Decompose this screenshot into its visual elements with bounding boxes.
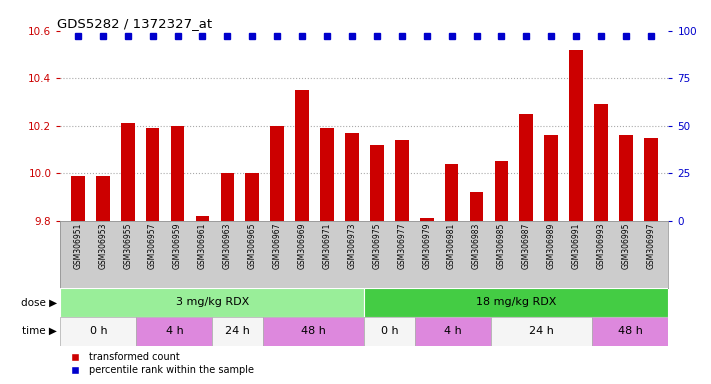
Bar xyxy=(491,317,592,346)
Text: 18 mg/kg RDX: 18 mg/kg RDX xyxy=(476,297,557,308)
Bar xyxy=(245,173,259,221)
Text: GSM306967: GSM306967 xyxy=(273,223,282,269)
Bar xyxy=(220,173,234,221)
Text: GSM306993: GSM306993 xyxy=(597,223,606,269)
Bar xyxy=(146,128,159,221)
Bar xyxy=(213,317,263,346)
Bar xyxy=(345,133,359,221)
Bar xyxy=(60,317,137,346)
Text: GSM306955: GSM306955 xyxy=(123,223,132,269)
Text: 48 h: 48 h xyxy=(618,326,643,336)
Text: GSM306957: GSM306957 xyxy=(148,223,157,269)
Bar xyxy=(619,135,633,221)
Legend: transformed count, percentile rank within the sample: transformed count, percentile rank withi… xyxy=(65,353,254,375)
Text: 4 h: 4 h xyxy=(166,326,183,336)
Bar xyxy=(445,164,459,221)
Text: GSM306951: GSM306951 xyxy=(73,223,82,269)
Bar xyxy=(295,90,309,221)
Bar xyxy=(137,317,213,346)
Bar xyxy=(545,135,558,221)
Bar xyxy=(592,317,668,346)
Bar xyxy=(121,123,134,221)
Text: GSM306983: GSM306983 xyxy=(472,223,481,269)
Text: GSM306975: GSM306975 xyxy=(373,223,381,269)
Text: 0 h: 0 h xyxy=(90,326,107,336)
Text: 24 h: 24 h xyxy=(529,326,554,336)
Text: 0 h: 0 h xyxy=(381,326,399,336)
Bar xyxy=(419,218,434,221)
Text: GSM306965: GSM306965 xyxy=(247,223,257,269)
Bar xyxy=(364,317,415,346)
Text: GSM306985: GSM306985 xyxy=(497,223,506,269)
Text: GSM306979: GSM306979 xyxy=(422,223,431,269)
Bar xyxy=(415,317,491,346)
Bar xyxy=(270,126,284,221)
Text: time ▶: time ▶ xyxy=(22,326,57,336)
Text: GSM306989: GSM306989 xyxy=(547,223,556,269)
Text: GSM306995: GSM306995 xyxy=(621,223,631,269)
Bar xyxy=(171,126,184,221)
Text: GDS5282 / 1372327_at: GDS5282 / 1372327_at xyxy=(58,17,213,30)
Text: GSM306963: GSM306963 xyxy=(223,223,232,269)
Text: GSM306977: GSM306977 xyxy=(397,223,406,269)
Bar xyxy=(196,216,209,221)
Bar xyxy=(263,317,364,346)
Bar xyxy=(96,175,109,221)
Bar xyxy=(395,140,409,221)
Bar xyxy=(594,104,608,221)
Bar xyxy=(71,175,85,221)
Text: GSM306971: GSM306971 xyxy=(323,223,331,269)
Bar xyxy=(320,128,334,221)
Bar xyxy=(370,145,384,221)
Bar xyxy=(470,192,483,221)
Text: 3 mg/kg RDX: 3 mg/kg RDX xyxy=(176,297,249,308)
Text: GSM306981: GSM306981 xyxy=(447,223,456,269)
Bar xyxy=(495,161,508,221)
Text: GSM306953: GSM306953 xyxy=(98,223,107,269)
Text: dose ▶: dose ▶ xyxy=(21,297,57,308)
Text: GSM306961: GSM306961 xyxy=(198,223,207,269)
Text: 48 h: 48 h xyxy=(301,326,326,336)
Text: GSM306969: GSM306969 xyxy=(298,223,306,269)
Bar xyxy=(644,137,658,221)
Text: GSM306987: GSM306987 xyxy=(522,223,531,269)
Text: GSM306959: GSM306959 xyxy=(173,223,182,269)
Bar xyxy=(570,50,583,221)
Bar xyxy=(60,288,364,317)
Text: GSM306997: GSM306997 xyxy=(646,223,656,269)
Text: GSM306991: GSM306991 xyxy=(572,223,581,269)
Text: 4 h: 4 h xyxy=(444,326,462,336)
Bar xyxy=(364,288,668,317)
Text: 24 h: 24 h xyxy=(225,326,250,336)
Bar xyxy=(520,114,533,221)
Text: GSM306973: GSM306973 xyxy=(348,223,356,269)
